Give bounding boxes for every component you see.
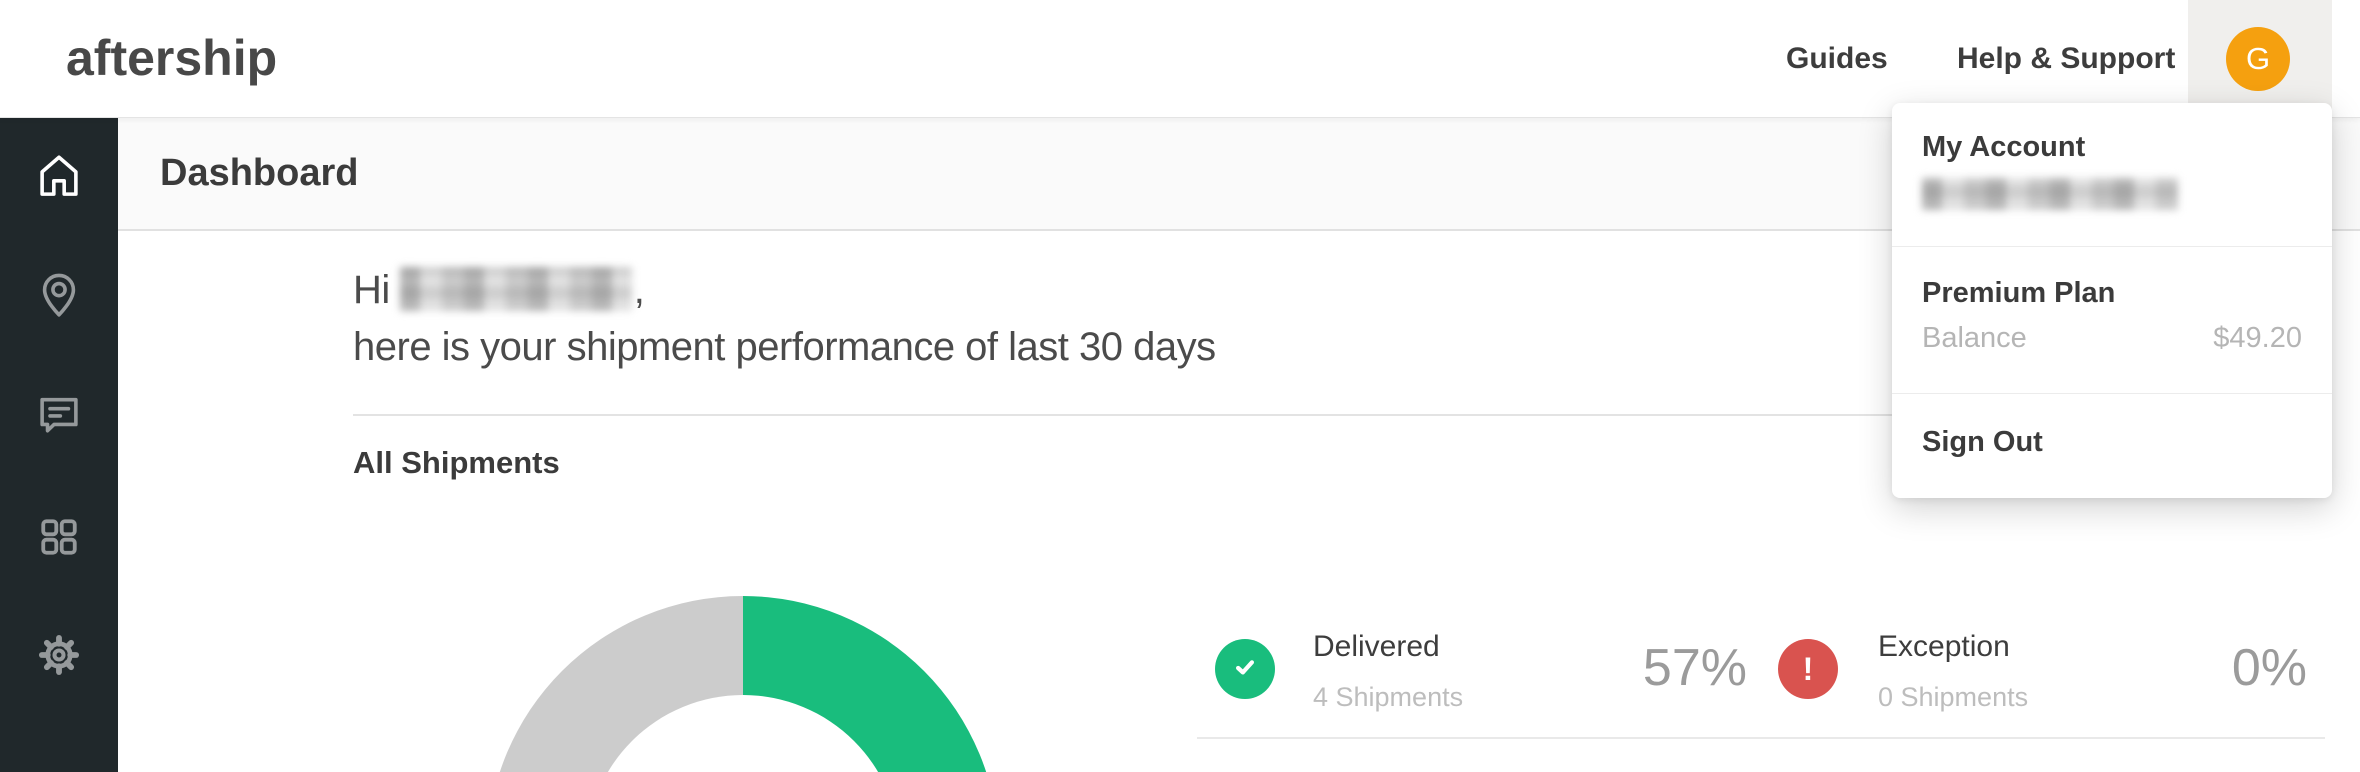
balance-row: Balance $49.20 xyxy=(1922,322,2302,355)
menu-section-plan: Premium Plan Balance $49.20 xyxy=(1892,246,2332,393)
user-menu-trigger[interactable]: G xyxy=(2188,0,2332,118)
shipments-donut xyxy=(487,596,999,772)
stat-exception-count: 0 Shipments xyxy=(1878,682,2029,712)
aftership-logo: aftership xyxy=(66,30,278,86)
greeting: Hi, here is your shipment performance of… xyxy=(353,262,1216,376)
stats-row-divider xyxy=(1197,737,2325,739)
menu-section-account: My Account xyxy=(1892,103,2332,246)
section-title-all-shipments: All Shipments xyxy=(353,445,560,480)
menu-item-my-account[interactable]: My Account xyxy=(1922,131,2086,163)
menu-item-sign-out[interactable]: Sign Out xyxy=(1922,426,2043,458)
balance-value: $49.20 xyxy=(2213,322,2302,354)
stat-exception-percent: 0% xyxy=(2231,639,2307,697)
section-divider xyxy=(353,414,2330,416)
sidebar xyxy=(0,118,118,772)
apps-grid-icon xyxy=(32,510,86,569)
account-menu: My Account Premium Plan Balance $49.20 S… xyxy=(1892,103,2332,498)
chat-bubble-icon xyxy=(32,388,86,447)
greeting-comma: , xyxy=(633,268,645,312)
home-icon xyxy=(32,148,86,207)
nav-link-guides[interactable]: Guides xyxy=(1786,42,1888,75)
sidebar-item-apps[interactable] xyxy=(32,512,86,566)
exclamation-icon: ! xyxy=(1802,651,1814,687)
greeting-prefix: Hi xyxy=(353,268,390,312)
greeting-line2: here is your shipment performance of las… xyxy=(353,325,1216,369)
settings-gear-icon xyxy=(32,628,86,687)
greeting-line1: Hi, xyxy=(353,262,1216,319)
redacted-username xyxy=(399,267,632,311)
redacted-email xyxy=(1922,178,2178,210)
page-title: Dashboard xyxy=(160,152,359,194)
top-header: aftership Guides Help & Support G xyxy=(0,0,2360,118)
stat-delivered-percent: 57% xyxy=(1642,639,1747,697)
check-icon xyxy=(1230,652,1260,687)
avatar[interactable]: G xyxy=(2226,27,2290,91)
menu-item-premium-plan[interactable]: Premium Plan xyxy=(1922,277,2116,309)
stat-exception-label: Exception xyxy=(1878,630,2010,663)
balance-label: Balance xyxy=(1922,322,2027,354)
stat-delivered-count: 4 Shipments xyxy=(1313,682,1464,712)
location-pin-icon xyxy=(32,268,86,327)
delivered-status-icon xyxy=(1215,639,1275,699)
exception-status-icon: ! xyxy=(1778,639,1838,699)
nav-link-help-support[interactable]: Help & Support xyxy=(1957,42,2176,75)
sidebar-item-settings[interactable] xyxy=(32,630,86,684)
menu-section-signout: Sign Out xyxy=(1892,393,2332,498)
sidebar-item-notifications[interactable] xyxy=(32,390,86,444)
stat-delivered-label: Delivered xyxy=(1313,630,1440,663)
sidebar-item-tracking[interactable] xyxy=(32,270,86,324)
sidebar-item-dashboard[interactable] xyxy=(32,150,86,204)
